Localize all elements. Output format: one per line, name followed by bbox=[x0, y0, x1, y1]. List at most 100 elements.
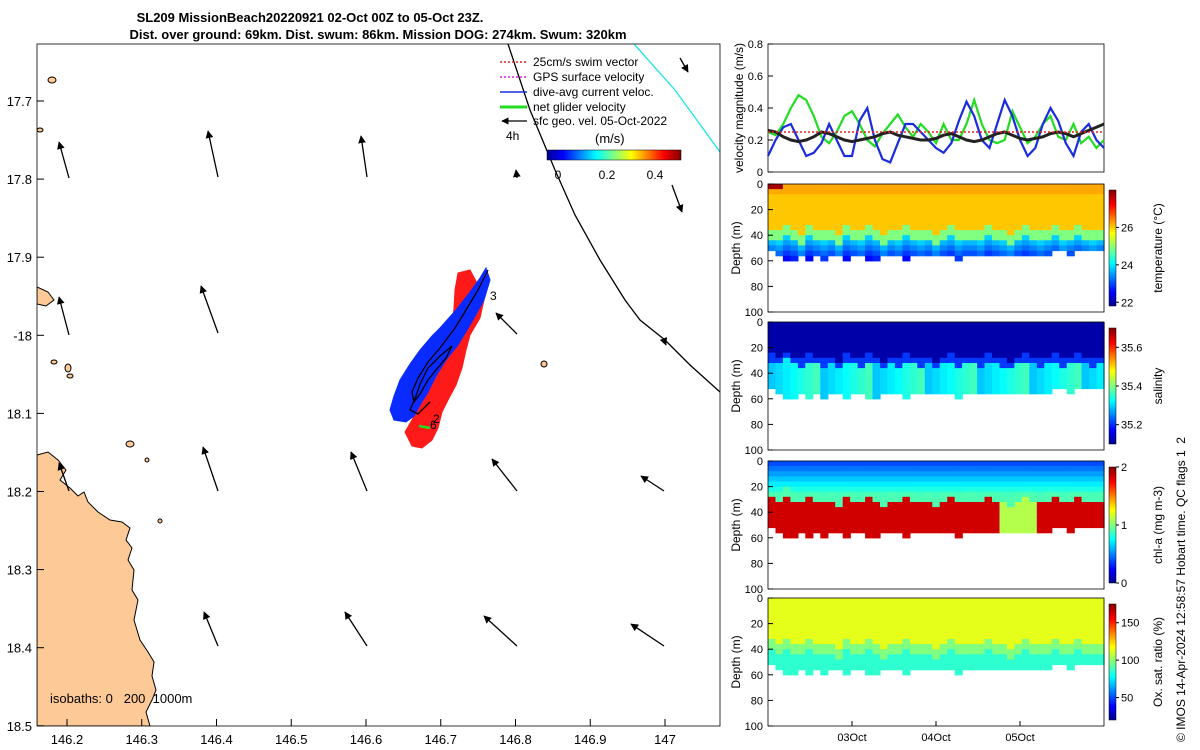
heatmap-cell bbox=[932, 481, 941, 488]
heatmap-cell bbox=[909, 608, 918, 614]
heatmap-cell bbox=[924, 618, 933, 625]
heatmap-cell bbox=[992, 235, 1001, 241]
heatmap-cell bbox=[842, 388, 851, 395]
colorbar-tick-label: 35.6 bbox=[1121, 342, 1142, 354]
track-label-3: 3 bbox=[490, 289, 497, 303]
heatmap-cell bbox=[909, 507, 918, 513]
heatmap-cell bbox=[1089, 618, 1098, 625]
heatmap-cell bbox=[1051, 466, 1060, 472]
heatmap-cell bbox=[850, 368, 859, 374]
isobaths-label: isobaths: 0 200 1000m bbox=[50, 691, 192, 706]
heatmap-cell bbox=[909, 230, 918, 236]
heatmap-cell bbox=[894, 219, 903, 226]
heatmap-cell bbox=[887, 507, 896, 513]
heatmap-cell bbox=[768, 603, 777, 609]
heatmap-cell bbox=[1044, 639, 1053, 645]
heatmap-cell bbox=[1081, 613, 1090, 620]
heatmap-cell bbox=[835, 654, 844, 660]
heatmap-cell bbox=[1006, 250, 1015, 257]
heatmap-cell bbox=[1014, 337, 1023, 344]
heatmap-cell bbox=[790, 393, 799, 400]
heatmap-cell bbox=[894, 363, 903, 369]
heatmap-cell bbox=[954, 250, 963, 257]
heatmap-cell bbox=[1014, 507, 1023, 513]
heatmap-cell bbox=[977, 230, 986, 236]
heatmap-cell bbox=[999, 250, 1008, 257]
heatmap-cell bbox=[887, 613, 896, 620]
heatmap-cell bbox=[782, 532, 791, 539]
heatmap-cell bbox=[857, 235, 866, 241]
heatmap-cell bbox=[947, 245, 956, 252]
heatmap-cell bbox=[782, 240, 791, 246]
heatmap-cell bbox=[954, 496, 963, 503]
heatmap-cell bbox=[947, 644, 956, 650]
heatmap-cell bbox=[999, 633, 1008, 640]
heatmap-cell bbox=[992, 383, 1001, 390]
map-x-tick-label: 146.3 bbox=[125, 732, 158, 747]
heatmap-cell bbox=[977, 189, 986, 195]
heatmap-cell bbox=[1021, 199, 1030, 206]
heatmap-cell bbox=[909, 388, 918, 395]
heatmap-cell bbox=[805, 383, 814, 390]
heatmap-cell bbox=[947, 322, 956, 328]
heatmap-cell bbox=[947, 357, 956, 364]
heatmap-cell bbox=[775, 250, 784, 257]
heatmap-cell bbox=[939, 357, 948, 364]
heatmap-cell bbox=[992, 522, 1001, 529]
heatmap-cell bbox=[1036, 230, 1045, 236]
heatmap-cell bbox=[1096, 628, 1105, 635]
heatmap-cell bbox=[1051, 623, 1060, 630]
heatmap-cell bbox=[805, 654, 814, 660]
heatmap-cell bbox=[939, 352, 948, 359]
heatmap-cell bbox=[827, 522, 836, 529]
heatmap-cell bbox=[947, 471, 956, 477]
heatmap-cell bbox=[954, 598, 963, 604]
heatmap-cell bbox=[917, 327, 926, 333]
heatmap-cell bbox=[917, 189, 926, 195]
depth-tick-label: 100 bbox=[745, 445, 763, 457]
heatmap-cell bbox=[775, 225, 784, 231]
heatmap-cell bbox=[872, 357, 881, 364]
heatmap-cell bbox=[775, 502, 784, 508]
heatmap-cell bbox=[992, 633, 1001, 640]
heatmap-cell bbox=[865, 649, 874, 655]
heatmap-cell bbox=[812, 225, 821, 231]
heatmap-cell bbox=[977, 368, 986, 374]
heatmap-cell bbox=[1096, 608, 1105, 614]
heatmap-cell bbox=[977, 378, 986, 384]
heatmap-cell bbox=[820, 393, 829, 400]
heatmap-cell bbox=[805, 649, 814, 655]
heatmap-cell bbox=[1014, 240, 1023, 246]
heatmap-cell bbox=[1014, 613, 1023, 620]
heatmap-cell bbox=[1081, 209, 1090, 216]
heatmap-cell bbox=[939, 628, 948, 635]
heatmap-cell bbox=[1096, 357, 1105, 364]
heatmap-cell bbox=[1051, 235, 1060, 241]
heatmap-cell bbox=[782, 184, 791, 190]
heatmap-cell bbox=[954, 209, 963, 216]
heatmap-cell bbox=[887, 633, 896, 640]
heatmap-cell bbox=[1051, 496, 1060, 503]
heatmap-cell bbox=[954, 225, 963, 231]
heatmap-cell bbox=[1006, 649, 1015, 655]
heatmap-cell bbox=[865, 225, 874, 231]
heatmap-cell bbox=[977, 322, 986, 328]
heatmap-cell bbox=[902, 373, 911, 379]
heatmap-cell bbox=[1074, 357, 1083, 364]
heatmap-cell bbox=[992, 357, 1001, 364]
heatmap-cell bbox=[1006, 598, 1015, 604]
heatmap-cell bbox=[872, 393, 881, 400]
heatmap-cell bbox=[969, 352, 978, 359]
heatmap-cell bbox=[1074, 209, 1083, 216]
heatmap-cell bbox=[812, 383, 821, 390]
heatmap-cell bbox=[902, 649, 911, 655]
heatmap-cell bbox=[872, 225, 881, 231]
heatmap-cell bbox=[1014, 639, 1023, 645]
heatmap-cell bbox=[902, 235, 911, 241]
heatmap-cell bbox=[805, 245, 814, 252]
heatmap-cell bbox=[865, 481, 874, 488]
heatmap-cell bbox=[887, 644, 896, 650]
heatmap-cell bbox=[1074, 613, 1083, 620]
heatmap-cell bbox=[1096, 603, 1105, 609]
heatmap-cell bbox=[969, 235, 978, 241]
